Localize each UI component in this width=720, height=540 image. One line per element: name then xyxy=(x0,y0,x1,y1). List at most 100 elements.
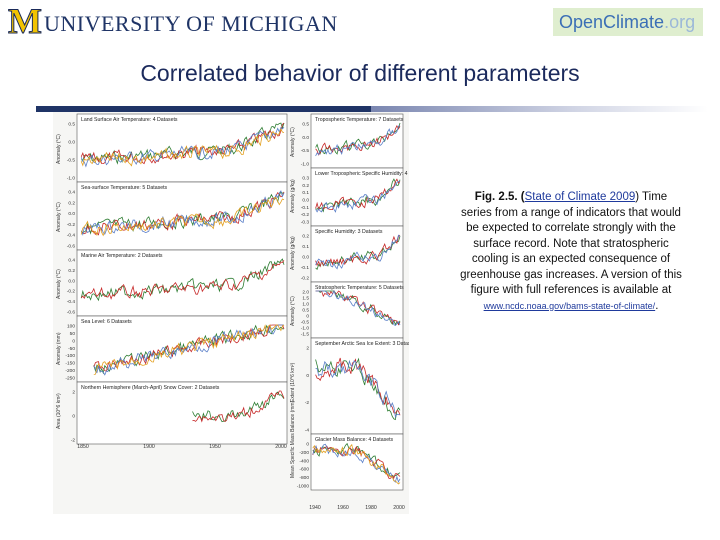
panel-ylabel-L0: Anomaly (°C) xyxy=(56,134,62,164)
panel-ylabel-R6: Mean Specific Mass Balance (mm) xyxy=(290,400,296,478)
panel-title-L3: Sea Level: 6 Datasets xyxy=(81,319,132,325)
panel-title-L4: Northern Hemisphere (March-April) Snow C… xyxy=(81,385,220,391)
panel-frame-L4 xyxy=(76,381,288,445)
panel-L3-series-3 xyxy=(93,324,285,375)
panel-tick-L4-2: -2 xyxy=(71,438,76,444)
panel-tick-R4-3: -4 xyxy=(305,428,310,434)
panel-title-L0: Land Surface Air Temperature: 4 Datasets xyxy=(81,117,178,123)
panel-tick-L0-0: 0.5 xyxy=(68,122,75,128)
caption-label: Fig. 2.5. ( xyxy=(474,191,525,203)
panel-tick-L1-1: 0.2 xyxy=(68,200,75,206)
panel-tick-L1-5: -0.6 xyxy=(67,244,76,250)
figure-caption: Fig. 2.5. (State of Climate 2009) Time s… xyxy=(458,190,684,314)
panel-L2-series-0 xyxy=(80,258,285,302)
panel-tick-R2-2: 0.0 xyxy=(302,255,309,261)
panel-tick-R1-5: -0.2 xyxy=(301,212,310,218)
panel-tick-L3-3: -50 xyxy=(68,346,75,352)
panel-title-R6: Glacier Mass Balance: 4 Datasets xyxy=(315,437,394,443)
block-m-logo: M xyxy=(8,1,43,41)
panel-tick-R2-3: -0.1 xyxy=(301,265,310,271)
panel-frame-R4 xyxy=(310,337,404,435)
panel-title-L2: Marine Air Temperature: 2 Datasets xyxy=(81,253,163,259)
panel-tick-R3-3: 0.5 xyxy=(302,308,309,314)
panel-tick-R2-4: -0.2 xyxy=(301,276,310,282)
right-xtick-2: 1980 xyxy=(365,505,377,511)
panel-R3-series-2 xyxy=(315,289,401,327)
panel-tick-R0-1: 0.0 xyxy=(302,135,309,141)
panel-L1-series-3 xyxy=(80,196,285,237)
panel-ylabel-R2: Anomaly (g/kg) xyxy=(290,236,296,270)
panel-frame-R6 xyxy=(310,433,404,491)
panel-frame-R1 xyxy=(310,167,404,227)
panel-tick-R6-3: -600 xyxy=(299,467,309,473)
panel-tick-L2-5: -0.6 xyxy=(67,310,76,316)
panel-title-L1: Sea-surface Temperature: 5 Datasets xyxy=(81,185,168,191)
caption-body: ) Time series from a range of indicators… xyxy=(460,191,682,296)
panel-tick-R6-0: 0 xyxy=(306,442,309,448)
panel-R6-series-1 xyxy=(312,445,401,480)
left-xtick-1: 1900 xyxy=(143,444,155,450)
ncdc-url-link[interactable]: www.ncdc.noaa.gov/bams-state-of-climate/ xyxy=(483,300,656,311)
panel-tick-R3-0: 2.0 xyxy=(302,290,309,296)
panel-R1-series-2 xyxy=(315,180,400,213)
panel-tick-L4-0: 2 xyxy=(72,390,75,396)
panel-R2-series-2 xyxy=(315,234,401,270)
panel-ylabel-R1: Anomaly (g/kg) xyxy=(290,179,296,213)
panel-tick-L2-3: -0.2 xyxy=(67,289,76,295)
panel-tick-R6-1: -200 xyxy=(299,450,309,456)
panel-tick-L2-4: -0.4 xyxy=(67,299,76,305)
panel-tick-R1-3: 0.0 xyxy=(302,198,309,204)
panel-tick-R3-2: 1.0 xyxy=(302,302,309,308)
panel-L1-series-2 xyxy=(80,190,285,236)
panel-tick-R0-0: 0.5 xyxy=(302,122,309,128)
panel-tick-L0-3: -1.0 xyxy=(67,176,76,182)
oc-climate-text: Climate xyxy=(603,11,665,32)
panel-tick-L3-0: 100 xyxy=(67,324,75,330)
panel-title-R2: Specific Humidity: 3 Datasets xyxy=(315,229,383,235)
panel-tick-R0-3: -1.0 xyxy=(301,162,310,168)
panel-tick-R3-1: 1.5 xyxy=(302,296,309,302)
panel-tick-L3-7: -250 xyxy=(65,376,75,382)
panel-tick-R3-6: -1.0 xyxy=(301,326,310,332)
climate-indicators-figure: Land Surface Air Temperature: 4 Datasets… xyxy=(53,112,409,514)
panel-tick-R4-1: 0 xyxy=(306,373,309,379)
panel-L1-series-0 xyxy=(81,191,285,235)
panel-R4-series-2 xyxy=(315,359,401,419)
openclimate-logo: Open Climate .org xyxy=(553,8,703,36)
right-xtick-0: 1940 xyxy=(309,505,321,511)
panel-tick-R4-0: 2 xyxy=(306,346,309,352)
panel-tick-L4-1: 0 xyxy=(72,414,75,420)
panel-title-R3: Stratospheric Temperature: 5 Datasets xyxy=(315,285,404,291)
left-xtick-2: 1950 xyxy=(209,444,221,450)
title-divider xyxy=(36,106,708,112)
panel-R6-series-2 xyxy=(312,443,401,483)
panel-tick-R3-4: 0 xyxy=(306,314,309,320)
panel-L4-series-1 xyxy=(192,390,285,423)
panel-tick-L3-2: 0 xyxy=(72,338,75,344)
panel-R0-series-2 xyxy=(315,125,401,157)
panel-R3-series-1 xyxy=(315,290,401,326)
panel-tick-L1-4: -0.4 xyxy=(67,233,76,239)
right-xtick-1: 1960 xyxy=(337,505,349,511)
panel-tick-R6-4: -800 xyxy=(299,475,309,481)
panel-tick-L2-0: 0.4 xyxy=(68,258,75,264)
panel-tick-R1-0: 0.3 xyxy=(302,176,309,182)
panel-tick-R6-2: -400 xyxy=(299,458,309,464)
panel-title-R1: Lower Tropospheric Specific Humidity: 4 … xyxy=(315,171,409,177)
panel-tick-L1-2: 0.0 xyxy=(68,211,75,217)
state-of-climate-link[interactable]: State of Climate 2009 xyxy=(524,191,636,203)
caption-end: . xyxy=(655,299,659,312)
university-name: UNIVERSITY OF MICHIGAN xyxy=(43,11,338,36)
panel-tick-R4-2: -2 xyxy=(305,400,310,406)
panel-R6-series-3 xyxy=(312,443,401,485)
panel-L0-series-3 xyxy=(80,127,285,167)
university-of-michigan-logo: M UNIVERSITY OF MICHIGAN xyxy=(8,1,338,41)
panel-tick-R2-0: 0.2 xyxy=(302,234,309,240)
panel-frame-R2 xyxy=(310,225,404,283)
panel-frame-L0 xyxy=(76,113,288,183)
panel-tick-R2-1: 0.1 xyxy=(302,244,309,250)
panel-title-R0: Tropospheric Temperature: 7 Datasets xyxy=(315,117,404,123)
panel-ylabel-L4: Area (10^6 km²) xyxy=(56,393,62,429)
panel-ylabel-L3: Anomaly (mm) xyxy=(56,332,62,365)
panel-tick-R6-5: -1000 xyxy=(297,484,310,490)
